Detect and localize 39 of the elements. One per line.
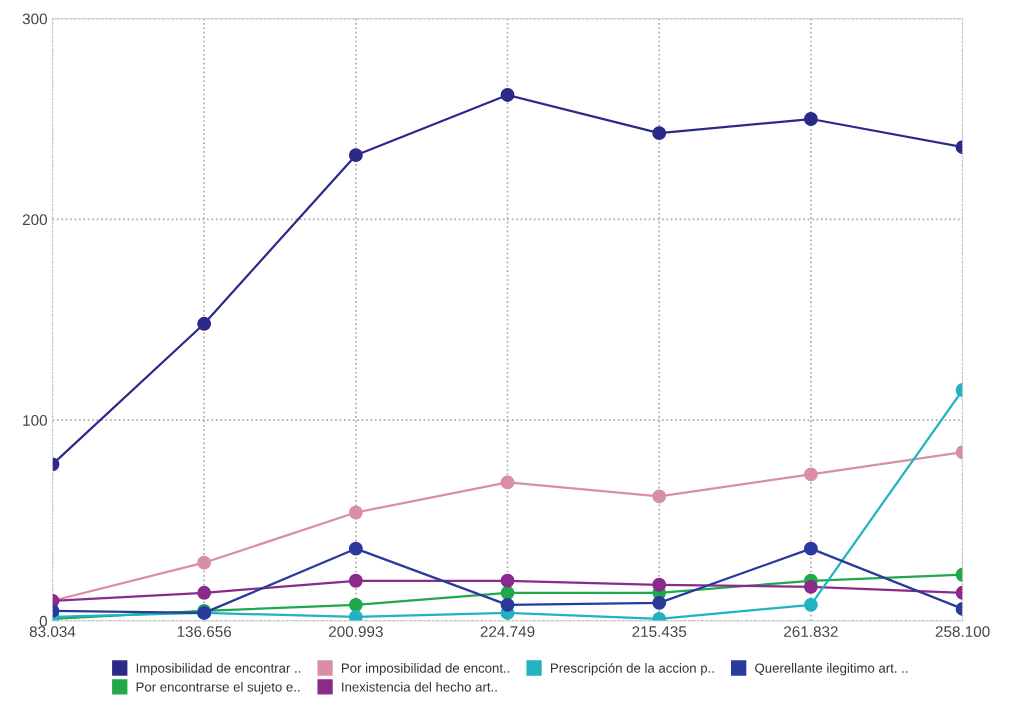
point [348, 148, 363, 163]
legend-label: Imposibilidad de encontrar .. [136, 663, 301, 676]
x-tick-label: 136.656 [177, 626, 232, 638]
legend-label: Por imposibilidad de encont.. [342, 663, 510, 676]
y-tick-label: 200 [22, 214, 48, 226]
y-tick-label: 100 [23, 415, 48, 426]
point [197, 555, 212, 570]
y-tick-label: 0 [39, 615, 48, 627]
legend-label: Querellante ilegitimo art. .. [755, 663, 908, 676]
legend-label: Por encontrarse el sujeto e.. [136, 681, 300, 695]
point [500, 597, 515, 612]
x-tick-label: 200.993 [329, 626, 383, 638]
point [652, 126, 667, 141]
legend-label: Inexistencia del hecho art.. [342, 681, 497, 692]
point [652, 489, 667, 504]
point [500, 475, 515, 490]
point [652, 595, 667, 610]
y-tick-label: 300 [22, 13, 48, 25]
point [500, 87, 515, 102]
point [348, 573, 363, 588]
point [803, 541, 818, 556]
x-tick-label: 215.435 [632, 626, 687, 638]
point [803, 112, 818, 126]
x-tick-label: 261.832 [784, 626, 838, 638]
point [348, 505, 363, 520]
x-tick-label: 83.034 [29, 626, 76, 638]
point [803, 597, 818, 612]
x-tick-label: 224.749 [480, 626, 535, 638]
point [348, 609, 363, 621]
x-tick-label: 258.100 [935, 626, 990, 638]
point [652, 577, 667, 592]
legend-label: Prescripción de la accion p.. [551, 662, 714, 676]
point [197, 585, 212, 600]
point [348, 597, 363, 612]
point [803, 579, 818, 594]
point [500, 573, 515, 588]
point [803, 467, 818, 482]
point [197, 316, 212, 331]
point [348, 541, 363, 556]
